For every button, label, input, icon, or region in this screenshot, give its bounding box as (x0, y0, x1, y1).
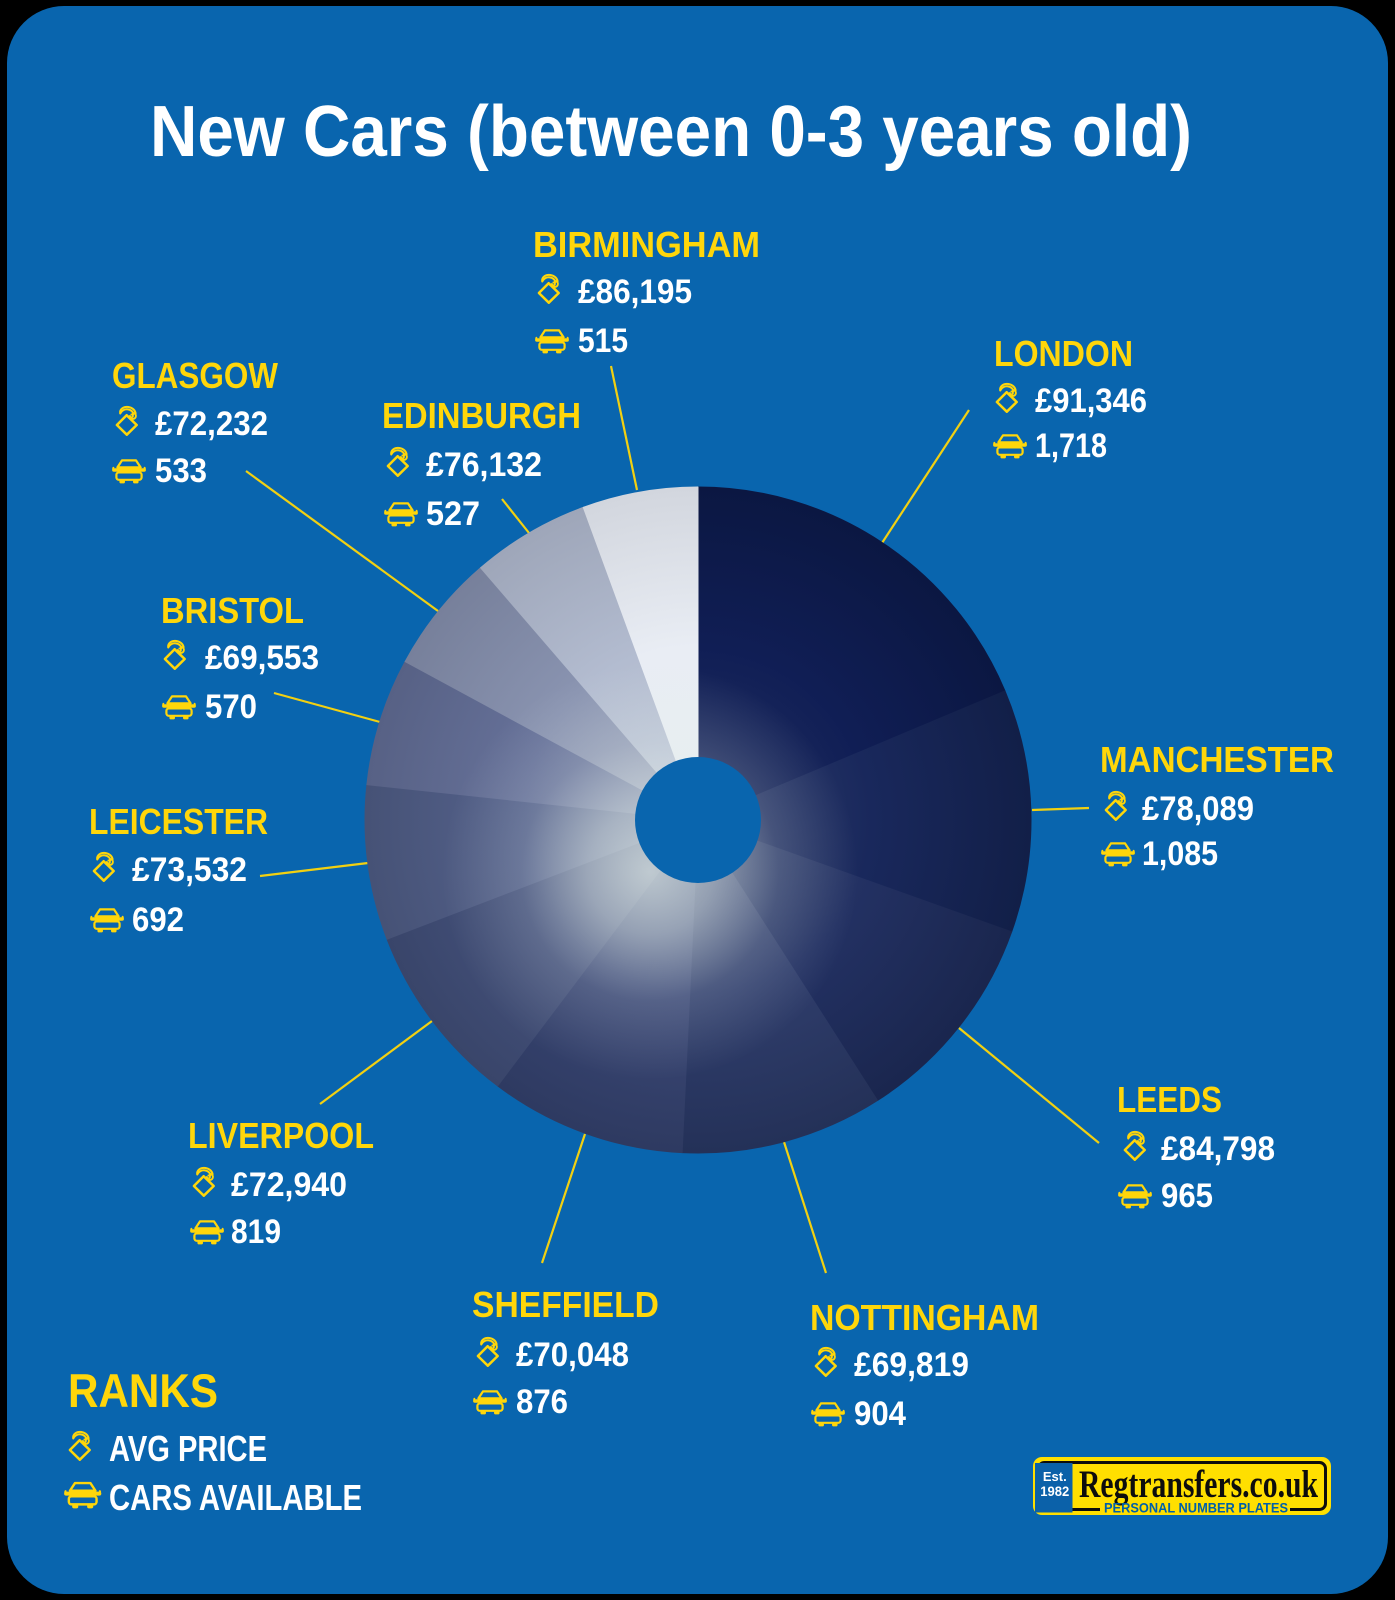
svg-text:£69,819: £69,819 (854, 1346, 969, 1384)
svg-text:1,718: 1,718 (1035, 427, 1107, 465)
svg-text:LEEDS: LEEDS (1117, 1079, 1222, 1120)
svg-text:GLASGOW: GLASGOW (112, 355, 278, 396)
svg-text:965: 965 (1161, 1177, 1213, 1215)
svg-text:£91,346: £91,346 (1035, 382, 1147, 420)
svg-text:£73,532: £73,532 (132, 851, 247, 889)
svg-text:692: 692 (132, 901, 184, 939)
svg-text:NOTTINGHAM: NOTTINGHAM (810, 1297, 1039, 1338)
svg-text:EDINBURGH: EDINBURGH (382, 395, 581, 436)
svg-text:CARS AVAILABLE: CARS AVAILABLE (109, 1477, 362, 1518)
svg-text:New Cars (between 0-3 years ol: New Cars (between 0-3 years old) (150, 92, 1192, 172)
svg-text:533: 533 (155, 452, 207, 490)
svg-text:LIVERPOOL: LIVERPOOL (188, 1115, 374, 1156)
svg-text:£72,232: £72,232 (155, 405, 268, 443)
svg-text:RANKS: RANKS (68, 1364, 218, 1417)
svg-text:BRISTOL: BRISTOL (161, 590, 304, 631)
svg-text:1982: 1982 (1040, 1483, 1069, 1499)
svg-text:LONDON: LONDON (994, 333, 1133, 374)
svg-text:904: 904 (854, 1395, 906, 1433)
svg-text:£72,940: £72,940 (231, 1166, 347, 1204)
svg-text:876: 876 (516, 1383, 568, 1421)
svg-text:570: 570 (205, 688, 257, 726)
svg-text:£86,195: £86,195 (578, 273, 692, 311)
svg-text:LEICESTER: LEICESTER (89, 801, 268, 842)
svg-text:SHEFFIELD: SHEFFIELD (472, 1284, 659, 1325)
svg-text:BIRMINGHAM: BIRMINGHAM (533, 224, 760, 265)
svg-text:£78,089: £78,089 (1142, 790, 1254, 828)
svg-text:515: 515 (578, 322, 628, 360)
svg-text:MANCHESTER: MANCHESTER (1100, 739, 1334, 780)
svg-text:£69,553: £69,553 (205, 639, 319, 677)
svg-text:£76,132: £76,132 (426, 446, 542, 484)
svg-text:£70,048: £70,048 (516, 1336, 629, 1374)
svg-text:819: 819 (231, 1213, 281, 1251)
svg-text:PERSONAL NUMBER PLATES: PERSONAL NUMBER PLATES (1104, 1500, 1288, 1516)
svg-text:AVG PRICE: AVG PRICE (109, 1428, 267, 1469)
svg-text:1,085: 1,085 (1142, 835, 1218, 873)
svg-text:Regtransfers.co.uk: Regtransfers.co.uk (1079, 1463, 1318, 1506)
svg-text:£84,798: £84,798 (1161, 1130, 1275, 1168)
svg-text:527: 527 (426, 495, 480, 533)
svg-text:Est.: Est. (1043, 1469, 1067, 1484)
